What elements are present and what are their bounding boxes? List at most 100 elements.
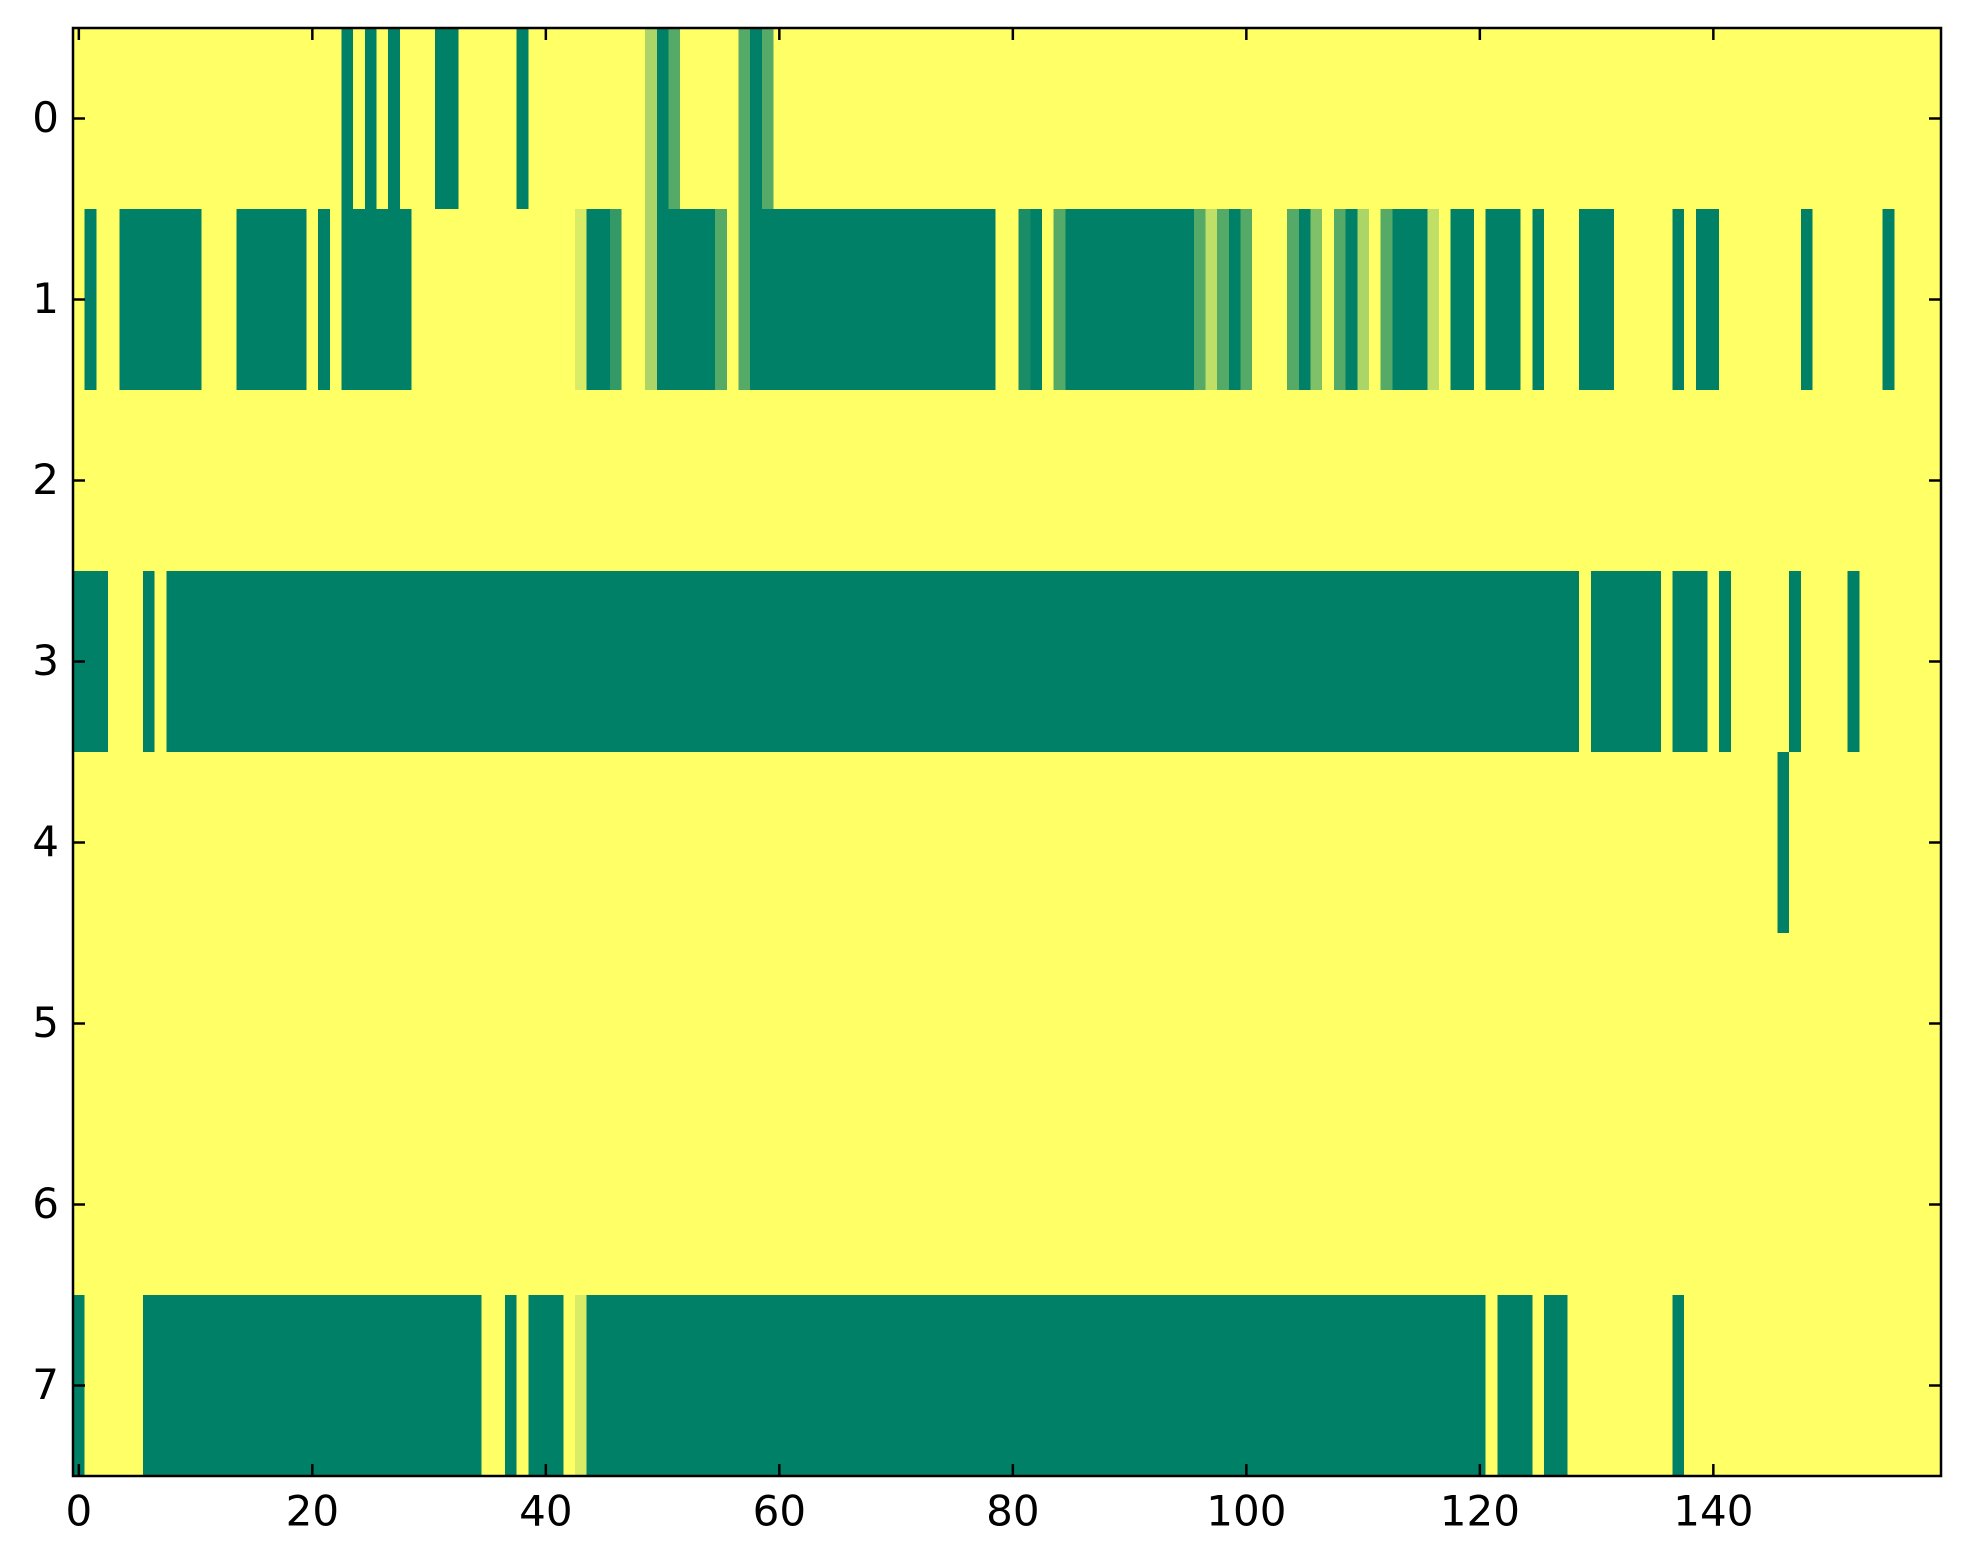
cell <box>948 209 961 391</box>
cell <box>1812 571 1825 753</box>
cell <box>1135 390 1148 572</box>
cell <box>1579 1114 1592 1296</box>
cell <box>201 752 214 934</box>
cell <box>1637 209 1650 391</box>
cell <box>446 571 459 753</box>
cell <box>551 28 564 210</box>
cell <box>843 28 856 210</box>
cell <box>1789 28 1802 210</box>
cell <box>1660 209 1674 391</box>
cell <box>1835 1295 1849 1477</box>
cell <box>1719 1114 1732 1296</box>
cell <box>1660 752 1674 934</box>
cell <box>154 933 167 1115</box>
x-tick-label: 0 <box>65 1487 92 1536</box>
x-tick-label: 20 <box>286 1487 339 1536</box>
cell <box>1322 28 1335 210</box>
cell <box>1077 1295 1090 1477</box>
cell <box>610 390 623 572</box>
cell <box>901 752 915 934</box>
cell <box>726 933 740 1115</box>
cell <box>1532 209 1545 391</box>
cell <box>1789 1114 1802 1296</box>
cell <box>645 209 658 391</box>
cell <box>1474 1114 1487 1296</box>
cell <box>376 571 389 753</box>
cell <box>1077 390 1090 572</box>
cell <box>831 390 845 572</box>
cell <box>131 1295 144 1477</box>
cell <box>516 1295 529 1477</box>
cell <box>493 28 506 210</box>
cell <box>493 571 506 753</box>
cell <box>318 28 331 210</box>
cell <box>353 1295 366 1477</box>
cell <box>1567 390 1580 572</box>
cell <box>236 28 249 210</box>
cell <box>726 28 740 210</box>
cell <box>1392 752 1405 934</box>
cell <box>1672 1295 1685 1477</box>
cell <box>1030 933 1043 1115</box>
cell <box>1392 1114 1405 1296</box>
cell <box>855 28 868 210</box>
cell <box>866 28 880 210</box>
cell <box>119 752 132 934</box>
cell <box>1065 571 1078 753</box>
cell <box>633 752 646 934</box>
y-tick-label: 6 <box>32 1179 59 1228</box>
cell <box>434 752 448 934</box>
cell <box>1765 571 1779 753</box>
cell <box>119 28 132 210</box>
cell <box>785 752 798 934</box>
cell <box>1392 571 1405 753</box>
cell <box>1263 209 1277 391</box>
cell <box>1894 933 1907 1115</box>
cell <box>1112 28 1125 210</box>
cell <box>236 1295 249 1477</box>
cell <box>84 1114 97 1296</box>
cell <box>131 28 144 210</box>
cell <box>831 209 845 391</box>
cell <box>1287 1295 1300 1477</box>
cell <box>1100 933 1113 1115</box>
cell <box>213 933 226 1115</box>
cell <box>329 390 343 572</box>
cell <box>703 1295 716 1477</box>
cell <box>1824 933 1837 1115</box>
cell <box>1030 390 1043 572</box>
cell <box>1065 209 1078 391</box>
cell <box>750 1295 763 1477</box>
cell <box>1602 28 1615 210</box>
cell <box>1462 933 1475 1115</box>
cell <box>1100 28 1113 210</box>
cell <box>820 571 833 753</box>
cell <box>808 209 821 391</box>
cell <box>1065 28 1078 210</box>
cell <box>528 209 541 391</box>
cell <box>411 28 424 210</box>
cell <box>1777 1114 1790 1296</box>
cell <box>1077 571 1090 753</box>
cell <box>236 752 249 934</box>
cell <box>1240 571 1253 753</box>
cell <box>1777 28 1790 210</box>
cell <box>1917 1114 1930 1296</box>
cell <box>1240 390 1253 572</box>
cell <box>1544 1114 1557 1296</box>
cell <box>166 752 179 934</box>
cell <box>1228 1114 1242 1296</box>
cell <box>1917 752 1930 934</box>
cell <box>575 933 588 1115</box>
cell <box>1135 571 1148 753</box>
cell <box>1485 209 1498 391</box>
cell <box>901 28 915 210</box>
cell <box>493 209 506 391</box>
cell <box>1579 752 1592 934</box>
cell <box>143 933 156 1115</box>
cell <box>1450 752 1463 934</box>
cell <box>143 209 156 391</box>
cell <box>1333 1295 1347 1477</box>
cell <box>715 933 728 1115</box>
cell <box>131 933 144 1115</box>
